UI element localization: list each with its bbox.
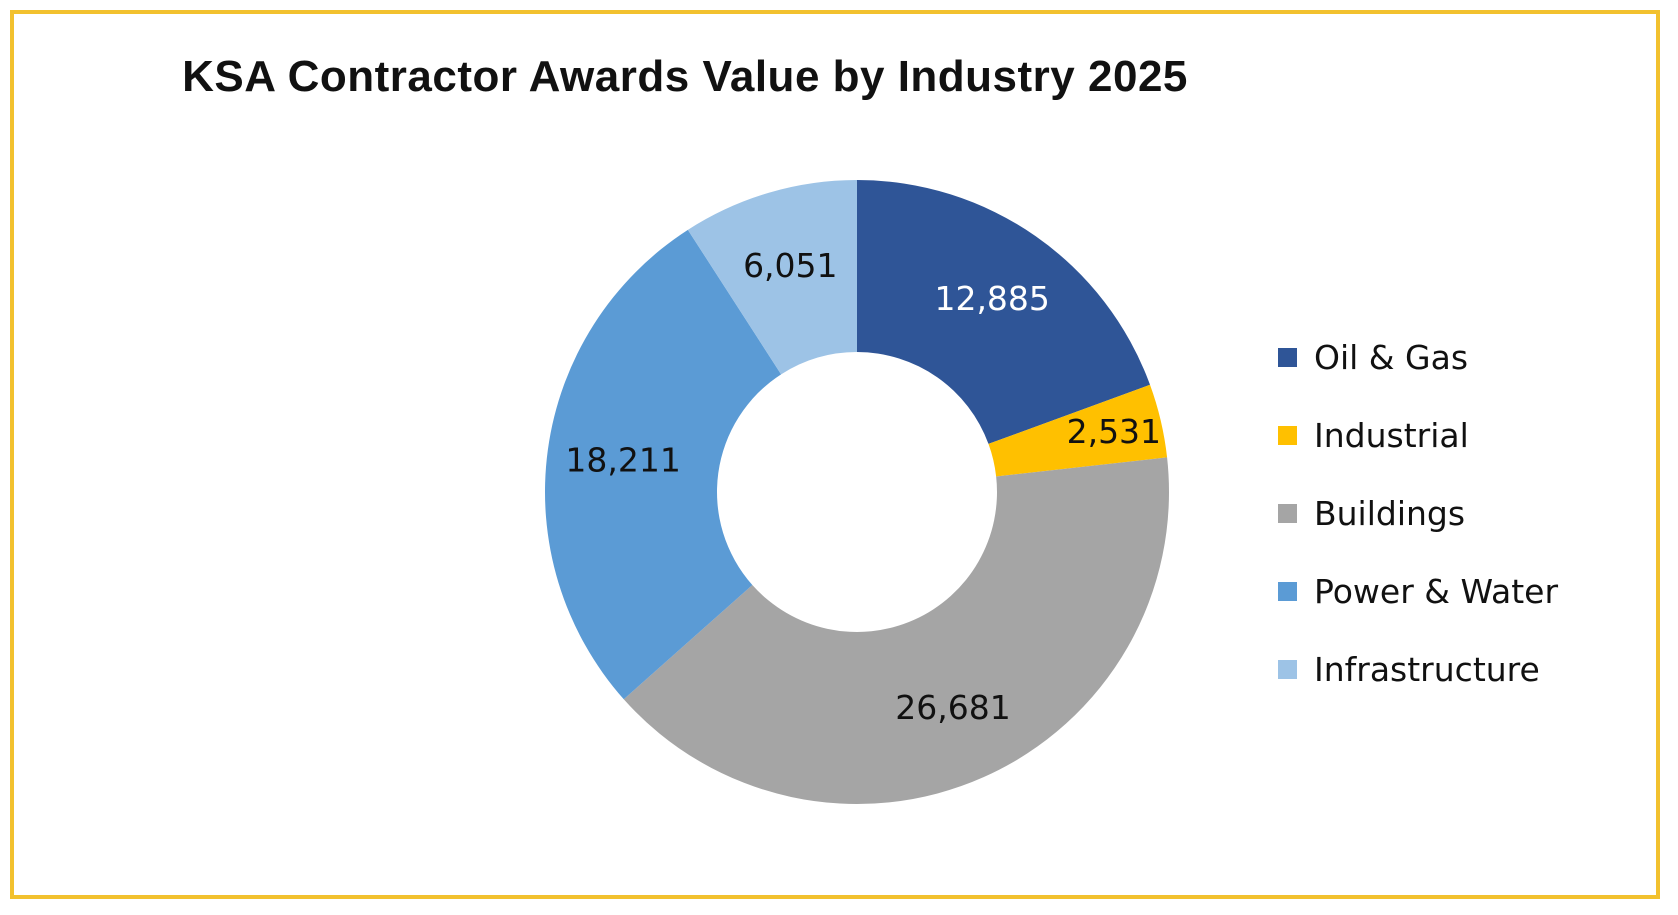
donut-slice-oil-and-gas — [857, 180, 1151, 444]
legend-label: Power & Water — [1314, 571, 1559, 611]
legend-item-oil-and-gas: Oil & Gas — [1278, 318, 1558, 396]
legend-label: Oil & Gas — [1314, 337, 1469, 377]
donut-slice-buildings — [623, 457, 1169, 805]
donut-data-labels: 12,885 2,531 26,681 18,211 6,051 — [565, 246, 1161, 727]
donut-slices — [544, 180, 1169, 805]
data-label-buildings: 26,681 — [895, 688, 1010, 727]
legend-label: Buildings — [1314, 493, 1466, 533]
legend-swatch — [1278, 503, 1297, 523]
legend-swatch — [1278, 347, 1297, 367]
chart-legend: Oil & Gas Industrial Buildings Power & Wate… — [1278, 318, 1558, 708]
donut-slice-power-and-water — [544, 229, 782, 700]
chart-title: KSA Contractor Awards Value by Industry … — [182, 52, 1188, 101]
legend-item-buildings: Buildings — [1278, 474, 1558, 552]
donut-slice-infrastructure — [687, 180, 857, 375]
legend-item-industrial: Industrial — [1278, 396, 1558, 474]
data-label-industrial: 2,531 — [1067, 412, 1161, 451]
donut-slice-industrial — [988, 384, 1168, 477]
legend-swatch — [1278, 581, 1297, 601]
legend-label: Infrastructure — [1314, 649, 1540, 689]
data-label-infrastructure: 6,051 — [743, 246, 837, 285]
legend-item-infrastructure: Infrastructure — [1278, 630, 1558, 708]
data-label-power-and-water: 18,211 — [565, 441, 680, 480]
data-label-oil-and-gas: 12,885 — [934, 279, 1049, 318]
legend-item-power-and-water: Power & Water — [1278, 552, 1558, 630]
legend-label: Industrial — [1314, 415, 1469, 455]
legend-swatch — [1278, 659, 1297, 679]
legend-swatch — [1278, 425, 1297, 445]
